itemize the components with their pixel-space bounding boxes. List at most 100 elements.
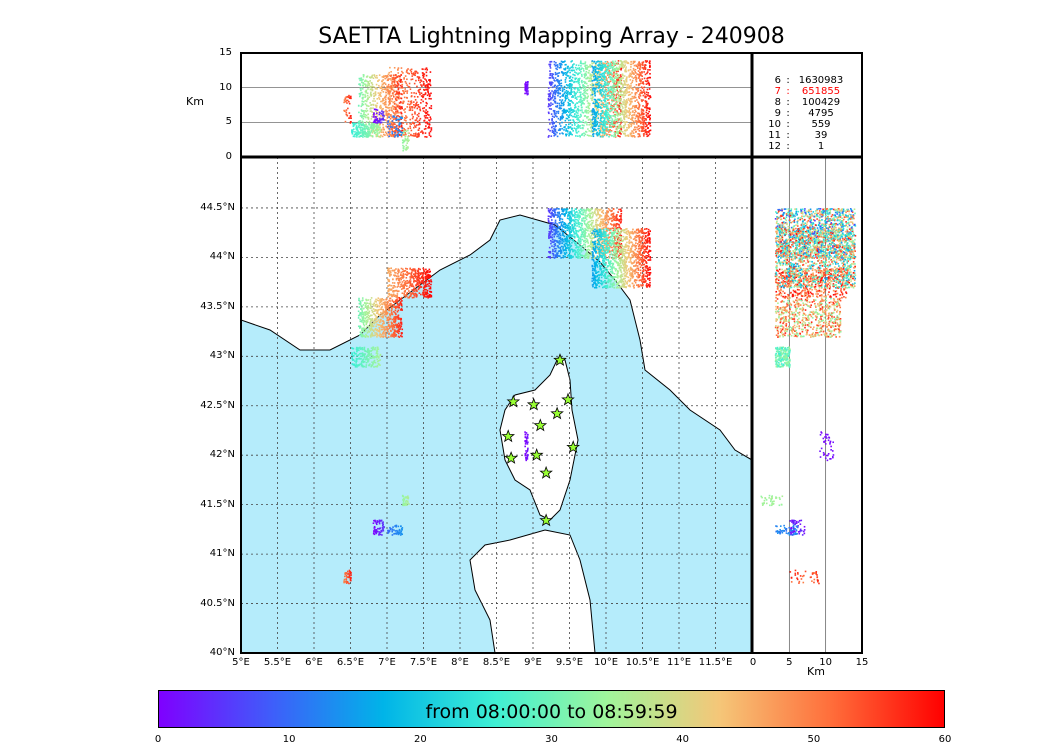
source-point [621,253,624,256]
source-point [613,275,615,278]
source-point [601,227,604,230]
source-point [585,225,588,227]
source-point [413,281,415,283]
source-point [593,265,596,268]
source-point [596,252,599,254]
source-point [392,84,394,86]
source-point [578,214,581,217]
source-point [602,218,604,221]
source-point [598,235,601,238]
source-point [396,96,399,98]
source-point [359,331,362,333]
source-point [416,283,418,286]
source-point [422,278,425,280]
source-point [397,96,400,99]
source-point [642,268,645,271]
source-point [364,317,367,320]
source-point [551,226,554,228]
source-point [553,214,556,217]
source-point [406,500,409,503]
source-point [394,299,397,302]
source-point [405,119,407,122]
source-point [566,229,569,232]
source-point [591,229,593,232]
source-point [376,102,379,105]
source-point [394,108,397,111]
source-point [382,308,384,311]
source-point [397,104,399,107]
source-point [388,78,390,80]
source-point [592,285,594,288]
source-point [376,523,378,526]
source-point [582,217,585,220]
source-point [395,533,398,535]
source-point [526,449,529,451]
source-point [357,317,360,319]
source-point [595,224,598,227]
source-point [644,269,647,272]
source-point [422,131,424,134]
source-point [392,278,394,281]
source-point [419,268,421,271]
source-point [376,77,378,79]
source-point [603,260,606,263]
source-point [365,110,368,113]
source-point [599,264,601,267]
source-point [429,79,431,81]
source-point [585,212,587,214]
source-point [635,232,637,234]
source-point [636,267,638,270]
source-point [389,101,391,103]
source-point [613,217,615,220]
source-point [364,336,367,338]
source-point [586,227,589,229]
source-point [598,243,600,246]
source-point [596,235,599,238]
source-point [407,85,410,88]
source-point [396,110,399,113]
source-point [425,268,427,271]
source-point [429,293,431,296]
source-point [631,241,633,244]
source-point [426,289,429,292]
source-point [606,214,609,217]
source-point [422,289,425,292]
source-point [623,273,625,275]
source-point [386,303,389,306]
source-point [395,99,398,102]
source-point [612,229,615,232]
source-point [634,270,636,273]
source-point [369,88,372,91]
source-point [374,332,376,334]
source-point [409,292,412,294]
source-point [392,76,395,79]
source-point [609,245,611,248]
source-point [631,282,634,285]
source-point [400,87,402,89]
source-point [578,248,580,251]
source-point [380,134,382,137]
source-point [565,224,568,227]
source-point [589,217,592,219]
source-point [606,281,608,283]
source-point [349,579,352,582]
source-point [377,304,379,307]
source-point [391,304,394,306]
source-point [413,135,415,137]
source-point [613,235,616,238]
source-point [407,127,410,130]
source-point [361,97,364,100]
source-point [631,272,633,275]
source-point [606,271,609,274]
source-point [565,211,567,213]
source-point [391,312,393,314]
source-point [415,124,418,126]
source-point [613,282,615,285]
source-point [583,229,585,232]
source-point [361,313,364,316]
source-point [613,277,615,279]
source-point [589,223,592,226]
source-point [606,227,609,230]
source-point [359,325,362,328]
source-point [618,220,621,222]
